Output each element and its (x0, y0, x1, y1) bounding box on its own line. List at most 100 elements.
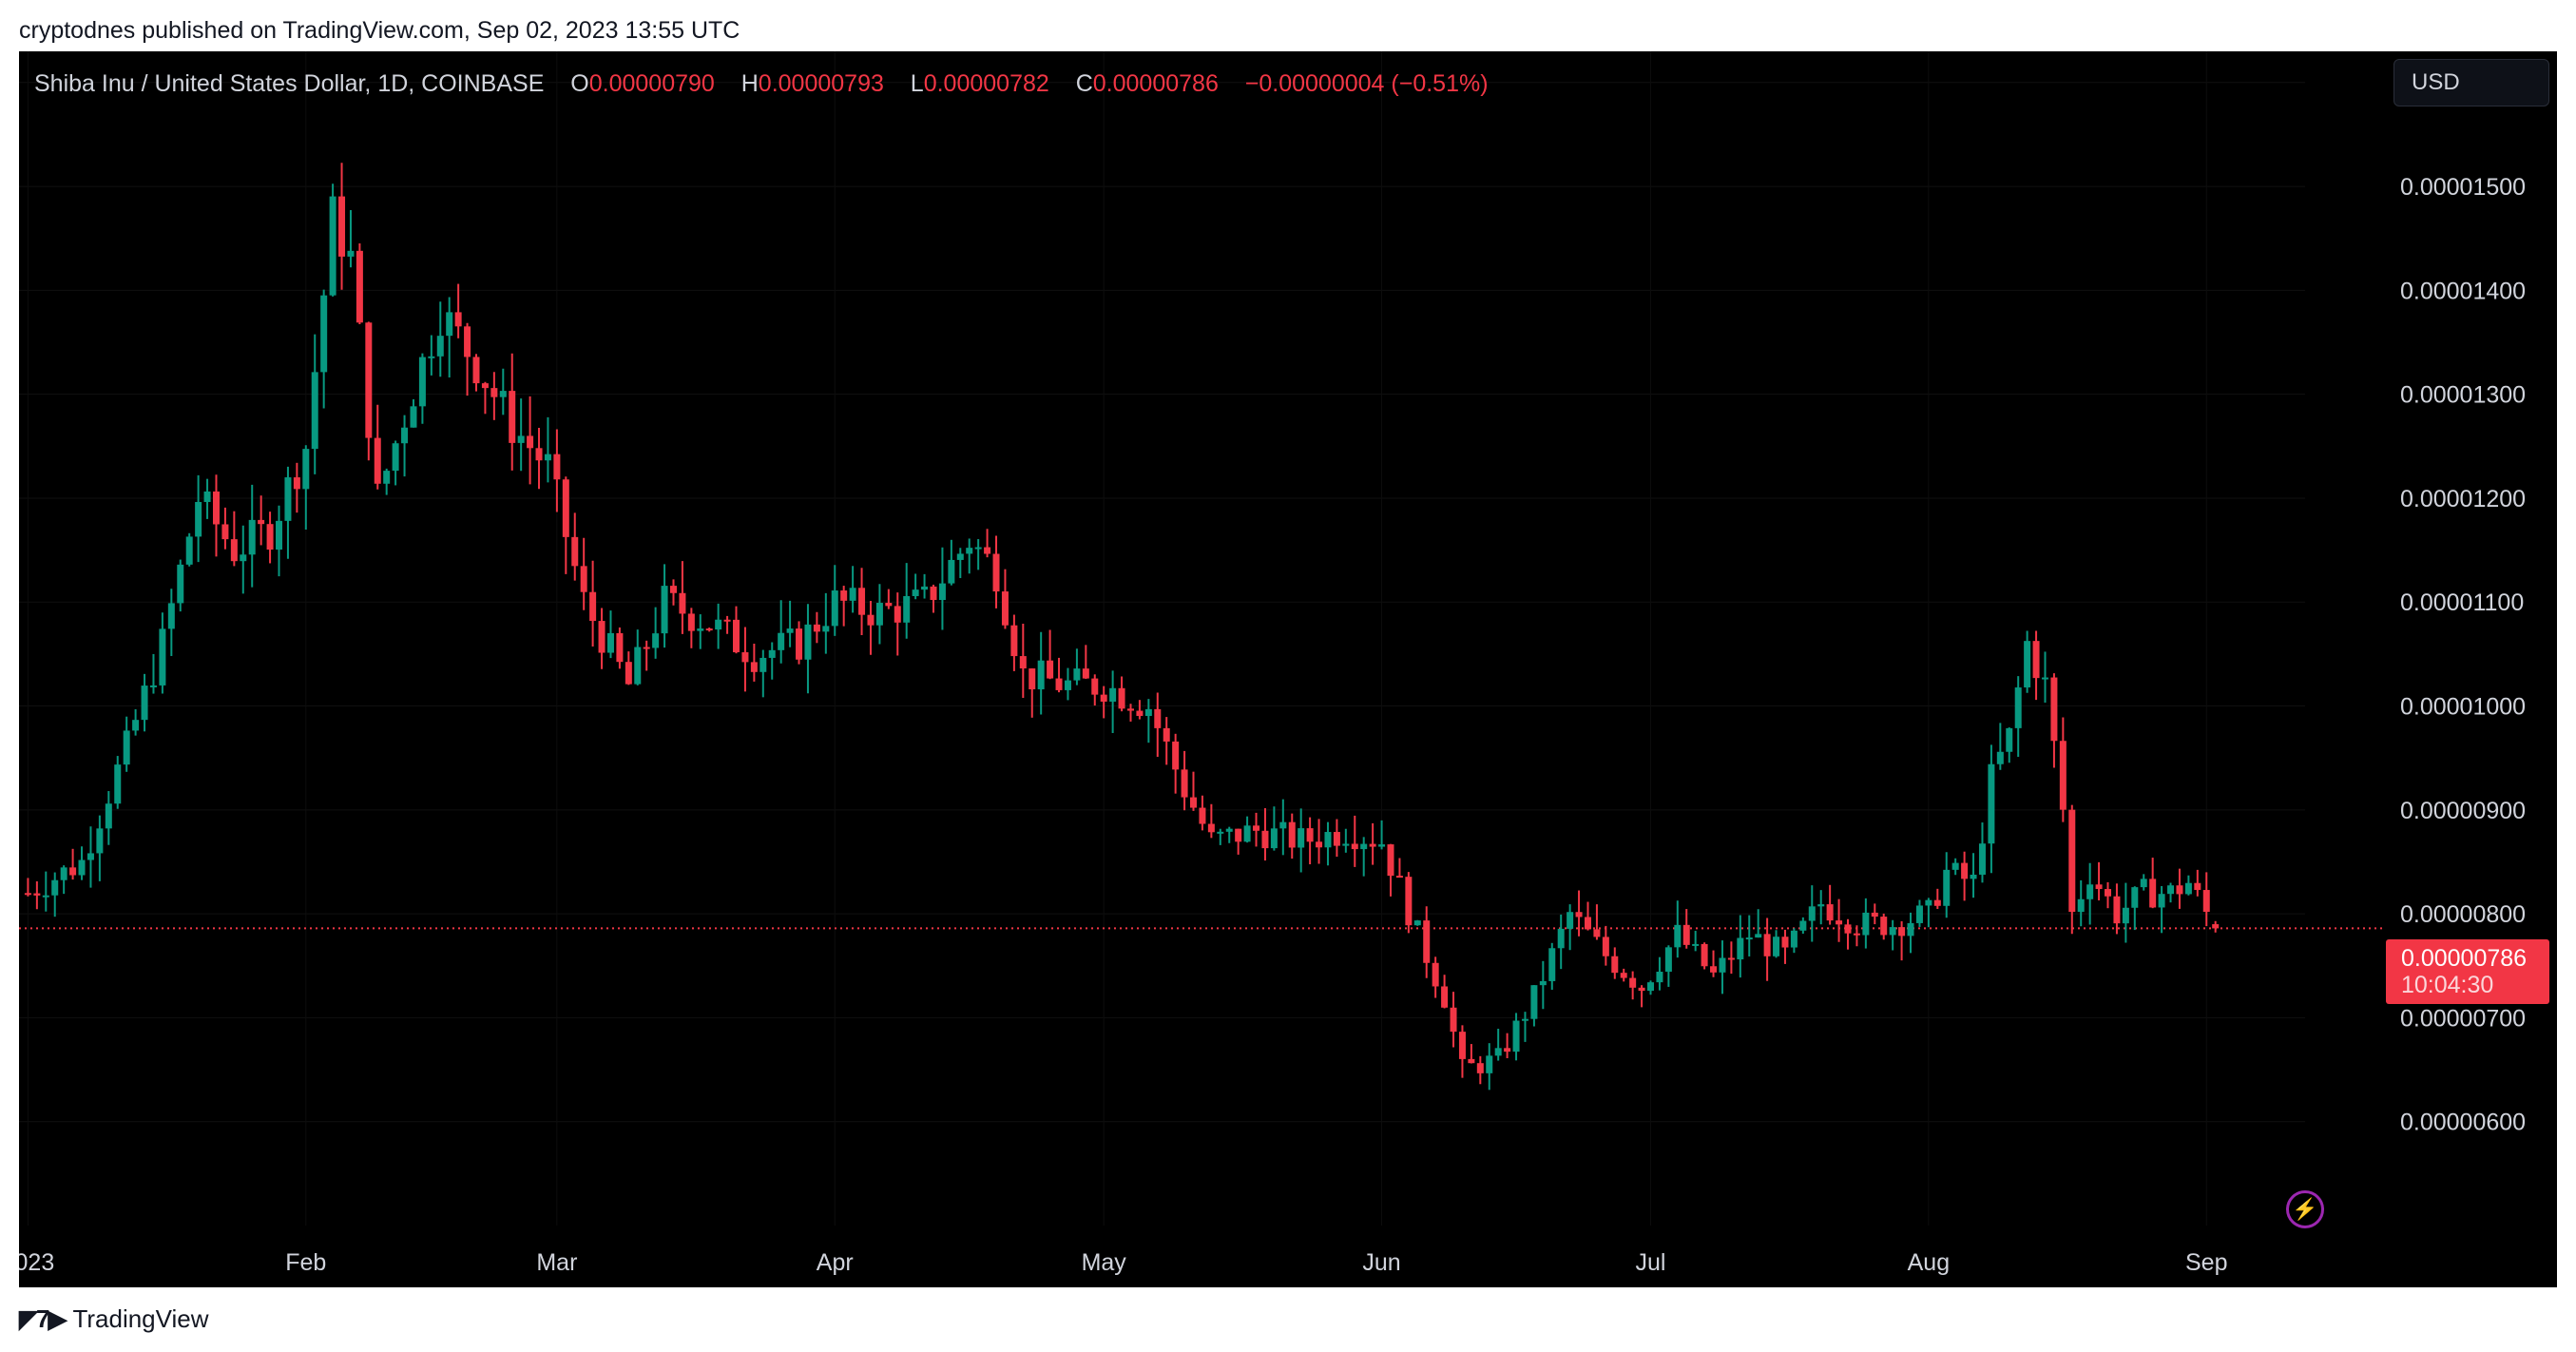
candle-body (930, 586, 937, 601)
candle-body (1369, 843, 1376, 847)
candle-body (1154, 708, 1162, 728)
brand-footer[interactable]: ◤7▶ TradingView (19, 1304, 209, 1334)
candle-body (276, 520, 283, 550)
y-tick-label: 0.00001000 (2400, 694, 2526, 721)
candle-body (527, 435, 534, 449)
candle-body (1441, 986, 1449, 1008)
candle-body (1978, 843, 1986, 875)
candle-body (1136, 710, 1144, 717)
candle-body (750, 662, 758, 672)
symbol-title[interactable]: Shiba Inu / United States Dollar, 1D, CO… (34, 70, 545, 97)
candle-body (1324, 832, 1332, 848)
candle-body (392, 443, 399, 472)
open-value: 0.00000790 (588, 70, 715, 97)
x-tick-label: Jul (1636, 1249, 1666, 1276)
candle-body (1047, 660, 1054, 679)
candle-body (230, 539, 238, 562)
candle-body (1387, 844, 1394, 877)
candle-body (1100, 694, 1107, 702)
candle-body (2006, 727, 2013, 752)
candle-body (1521, 1018, 1528, 1021)
candle-body (2050, 677, 2058, 742)
x-tick-label: Aug (1908, 1249, 1950, 1276)
brand-name: TradingView (72, 1304, 209, 1333)
candle-body (948, 559, 955, 584)
x-tick-label: 2023 (19, 1249, 54, 1276)
candle-body (418, 357, 426, 407)
candle-body (2024, 641, 2031, 688)
candle-body (1647, 982, 1655, 992)
candle-body (240, 554, 247, 562)
candle-body (1889, 927, 1896, 936)
candle-body (1656, 972, 1663, 983)
candle-body (2086, 884, 2094, 899)
candle-body (616, 632, 624, 663)
candle-body (1405, 877, 1413, 926)
candle-body (1584, 917, 1591, 930)
candle-body (509, 391, 516, 443)
candle-body (1925, 899, 1932, 906)
candle-body (723, 619, 731, 622)
candle-body (697, 628, 704, 631)
candle-body (1710, 966, 1718, 973)
candle-body (1010, 625, 1018, 657)
candle-body (535, 448, 543, 461)
candle-body (221, 524, 229, 540)
candle-body (266, 524, 274, 550)
candle-body (374, 437, 381, 484)
candle-body (1512, 1020, 1520, 1053)
candle-body (1557, 928, 1565, 949)
candle-body (436, 336, 444, 357)
candle-body (410, 406, 417, 428)
candle-body (903, 595, 911, 623)
candle-body (1126, 708, 1134, 711)
candle-body (687, 613, 695, 631)
candle-body (580, 566, 587, 592)
candlestick-chart[interactable]: 0.000016000.000015000.000014000.00001300… (19, 51, 2557, 1287)
candle-body (1719, 957, 1726, 973)
candle-body (1109, 687, 1117, 702)
candle-body (356, 250, 363, 323)
candle-body (1458, 1032, 1466, 1059)
candle-body (1629, 977, 1637, 988)
candle-body (1773, 937, 1780, 956)
candle-body (1486, 1055, 1493, 1073)
candle-body (1853, 933, 1860, 936)
candle-body (1593, 929, 1601, 937)
candle-body (1961, 862, 1969, 879)
candle-body (2122, 907, 2129, 924)
candle-body (2105, 889, 2112, 897)
candle-body (652, 633, 660, 648)
candle-body (2212, 924, 2220, 929)
candle-body (1826, 904, 1834, 921)
currency-button[interactable]: USD (2393, 59, 2549, 106)
candle-body (2068, 809, 2076, 913)
candle-body (1181, 769, 1188, 798)
candle-body (1530, 985, 1538, 1019)
candle-body (1539, 980, 1547, 986)
candle-body (992, 553, 1000, 592)
candle-body (1019, 656, 1027, 669)
candle-body (1880, 917, 1888, 936)
y-tick-label: 0.00000600 (2400, 1110, 2526, 1136)
candle-body (167, 603, 175, 629)
candle-body (1701, 943, 1708, 967)
candle-body (1413, 920, 1421, 926)
close-label: C (1075, 70, 1093, 97)
candle-body (2202, 890, 2210, 913)
x-tick-label: Feb (285, 1249, 326, 1276)
candle-body (60, 867, 67, 880)
candle-body (786, 628, 794, 633)
candle-body (2041, 677, 2048, 680)
chart-panel[interactable]: 0.000016000.000015000.000014000.00001300… (19, 51, 2557, 1287)
candle-body (858, 588, 866, 615)
x-tick-label: Jun (1362, 1249, 1400, 1276)
lightning-icon[interactable]: ⚡ (2286, 1190, 2324, 1228)
candle-body (347, 250, 355, 257)
y-tick-label: 0.00001100 (2400, 589, 2524, 616)
candle-body (1790, 930, 1797, 948)
candle-body (320, 295, 328, 373)
time-axis: 2023 Feb Mar Apr May Jun Jul Aug Sep (19, 1249, 2227, 1276)
candle-body (2131, 887, 2139, 908)
candle-body (1915, 905, 1923, 923)
